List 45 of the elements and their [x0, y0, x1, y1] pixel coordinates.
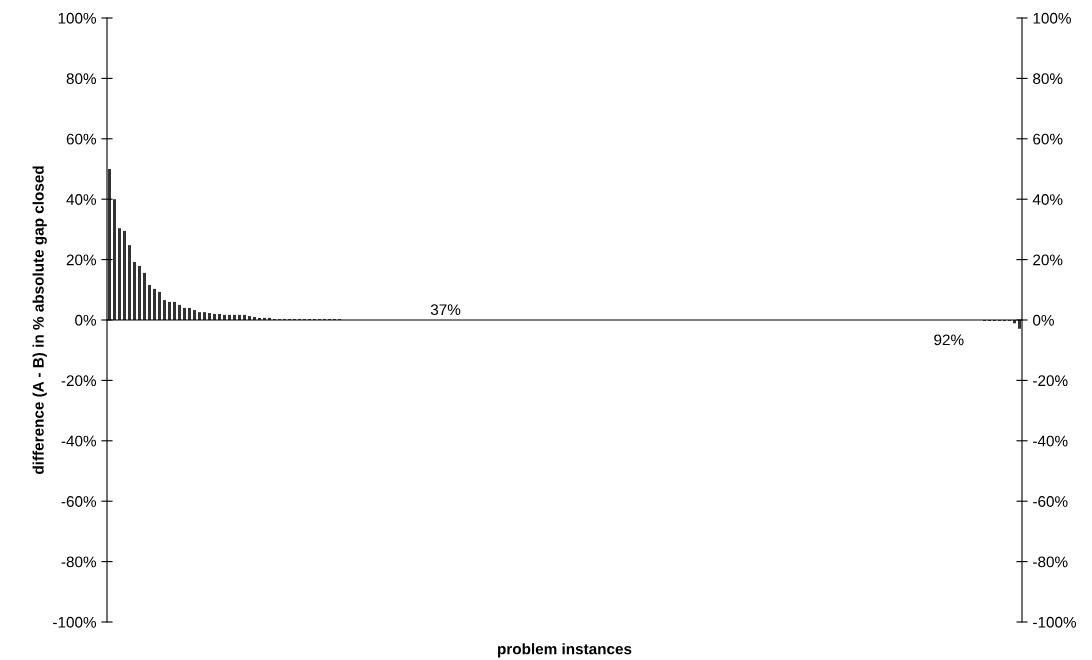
y2-tick-label: -20% — [1033, 375, 1068, 387]
annotation: 92% — [934, 334, 964, 346]
x-axis-title: problem instances — [498, 643, 632, 658]
y2-tick-label: 0% — [1033, 314, 1054, 326]
y-tick-label: -60% — [61, 496, 97, 507]
bar — [188, 307, 191, 320]
bar — [178, 304, 181, 320]
bar — [113, 199, 116, 320]
bar — [123, 230, 126, 320]
y-tick-label: -100% — [53, 616, 97, 628]
y2-tick-label: 80% — [1033, 73, 1063, 85]
y-tick-label: 80% — [66, 73, 97, 85]
y-tick-label: 0% — [75, 314, 97, 326]
y2-tick-label: -100% — [1033, 616, 1077, 628]
y2-tick-label: 40% — [1032, 194, 1063, 205]
y-tick-label: -40% — [61, 435, 97, 447]
bar — [108, 169, 111, 320]
y-tick-label: 100% — [58, 12, 97, 24]
bar — [128, 245, 131, 320]
bar — [138, 265, 141, 320]
y2-tick-label: 60% — [1033, 133, 1063, 145]
annotation: 37% — [430, 304, 461, 316]
y2-tick-label: -40% — [1033, 435, 1068, 447]
bar — [168, 301, 171, 320]
bar — [158, 291, 161, 320]
bar — [183, 307, 186, 320]
y2-tick-label: 20% — [1033, 254, 1063, 266]
bar — [193, 310, 196, 320]
bar — [173, 301, 176, 320]
bar — [148, 284, 151, 320]
y-tick-label: 40% — [66, 194, 97, 205]
bar — [153, 288, 156, 320]
bar — [163, 300, 166, 320]
y-tick-label: 60% — [66, 133, 97, 145]
bar — [143, 272, 146, 320]
y2-tick-label: 100% — [1033, 12, 1071, 24]
bar — [1018, 320, 1021, 329]
bar — [133, 262, 136, 320]
y2-tick-label: -80% — [1033, 556, 1068, 568]
y-axis-title: difference (A - B) in % absolute gap closed — [32, 166, 47, 474]
bar — [118, 228, 121, 320]
y-tick-label: 20% — [66, 254, 97, 266]
y2-tick-label: -60% — [1033, 496, 1068, 507]
y-tick-label: -80% — [61, 556, 97, 568]
y-tick-label: -20% — [61, 375, 97, 387]
